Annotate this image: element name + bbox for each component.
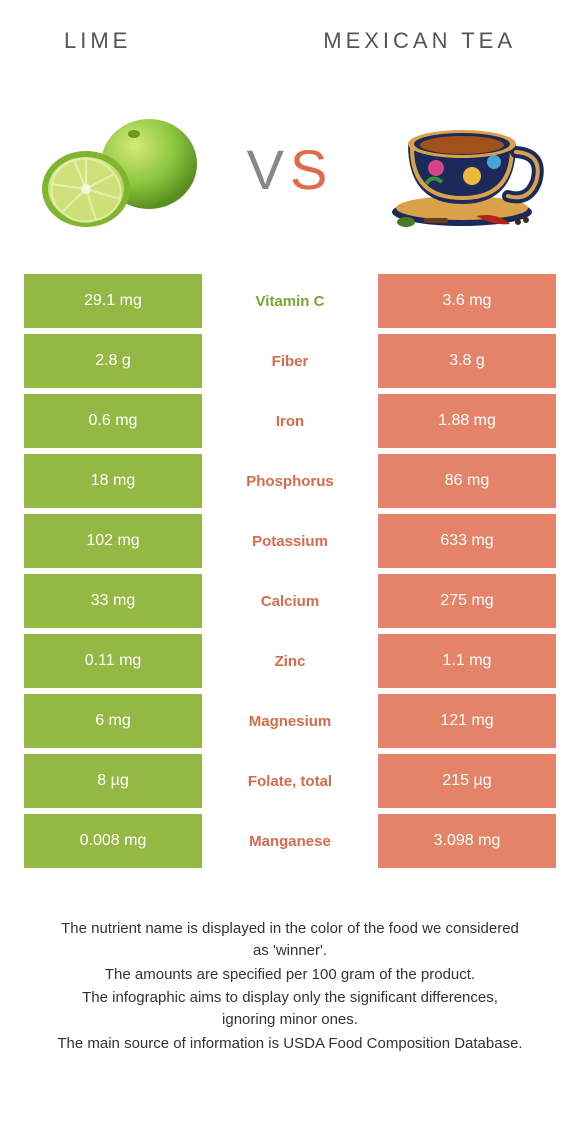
right-value: 275 mg bbox=[378, 574, 556, 628]
nutrient-row: 6 mgMagnesium121 mg bbox=[24, 694, 556, 748]
left-value: 0.6 mg bbox=[24, 394, 202, 448]
right-value: 3.098 mg bbox=[378, 814, 556, 868]
nutrient-row: 18 mgPhosphorus86 mg bbox=[24, 454, 556, 508]
nutrient-row: 0.6 mgIron1.88 mg bbox=[24, 394, 556, 448]
left-title: Lime bbox=[64, 28, 131, 54]
left-value: 18 mg bbox=[24, 454, 202, 508]
nutrient-label: Iron bbox=[202, 394, 378, 448]
left-value: 8 µg bbox=[24, 754, 202, 808]
nutrient-label: Zinc bbox=[202, 634, 378, 688]
nutrient-label: Calcium bbox=[202, 574, 378, 628]
title-row: Lime Mexican tea bbox=[24, 28, 556, 54]
nutrient-row: 29.1 mgVitamin C3.6 mg bbox=[24, 274, 556, 328]
footnote-line: The main source of information is USDA F… bbox=[54, 1033, 526, 1055]
nutrient-row: 0.008 mgManganese3.098 mg bbox=[24, 814, 556, 868]
right-value: 3.8 g bbox=[378, 334, 556, 388]
footnote-line: The nutrient name is displayed in the co… bbox=[54, 918, 526, 962]
nutrient-label: Manganese bbox=[202, 814, 378, 868]
right-value: 1.1 mg bbox=[378, 634, 556, 688]
right-value: 215 µg bbox=[378, 754, 556, 808]
vs-s: S bbox=[290, 138, 333, 201]
right-value: 633 mg bbox=[378, 514, 556, 568]
right-value: 86 mg bbox=[378, 454, 556, 508]
nutrient-label: Folate, total bbox=[202, 754, 378, 808]
right-title: Mexican tea bbox=[323, 28, 516, 54]
left-value: 0.008 mg bbox=[24, 814, 202, 868]
lime-image bbox=[34, 104, 204, 234]
vs-label: VS bbox=[247, 137, 334, 202]
left-value: 29.1 mg bbox=[24, 274, 202, 328]
left-value: 102 mg bbox=[24, 514, 202, 568]
vs-v: V bbox=[247, 138, 290, 201]
nutrient-table: 29.1 mgVitamin C3.6 mg 2.8 gFiber3.8 g 0.6… bbox=[24, 274, 556, 868]
right-value: 3.6 mg bbox=[378, 274, 556, 328]
footnote-line: The infographic aims to display only the… bbox=[54, 987, 526, 1031]
nutrient-row: 2.8 gFiber3.8 g bbox=[24, 334, 556, 388]
footnotes: The nutrient name is displayed in the co… bbox=[24, 918, 556, 1055]
left-value: 6 mg bbox=[24, 694, 202, 748]
tea-image bbox=[376, 104, 546, 234]
left-value: 33 mg bbox=[24, 574, 202, 628]
nutrient-row: 102 mgPotassium633 mg bbox=[24, 514, 556, 568]
hero-row: VS bbox=[24, 104, 556, 274]
nutrient-label: Potassium bbox=[202, 514, 378, 568]
nutrient-label: Vitamin C bbox=[202, 274, 378, 328]
nutrient-label: Phosphorus bbox=[202, 454, 378, 508]
left-value: 0.11 mg bbox=[24, 634, 202, 688]
footnote-line: The amounts are specified per 100 gram o… bbox=[54, 964, 526, 986]
right-value: 121 mg bbox=[378, 694, 556, 748]
right-value: 1.88 mg bbox=[378, 394, 556, 448]
nutrient-label: Magnesium bbox=[202, 694, 378, 748]
nutrient-row: 33 mgCalcium275 mg bbox=[24, 574, 556, 628]
left-value: 2.8 g bbox=[24, 334, 202, 388]
nutrient-row: 8 µgFolate, total215 µg bbox=[24, 754, 556, 808]
nutrient-row: 0.11 mgZinc1.1 mg bbox=[24, 634, 556, 688]
nutrient-label: Fiber bbox=[202, 334, 378, 388]
